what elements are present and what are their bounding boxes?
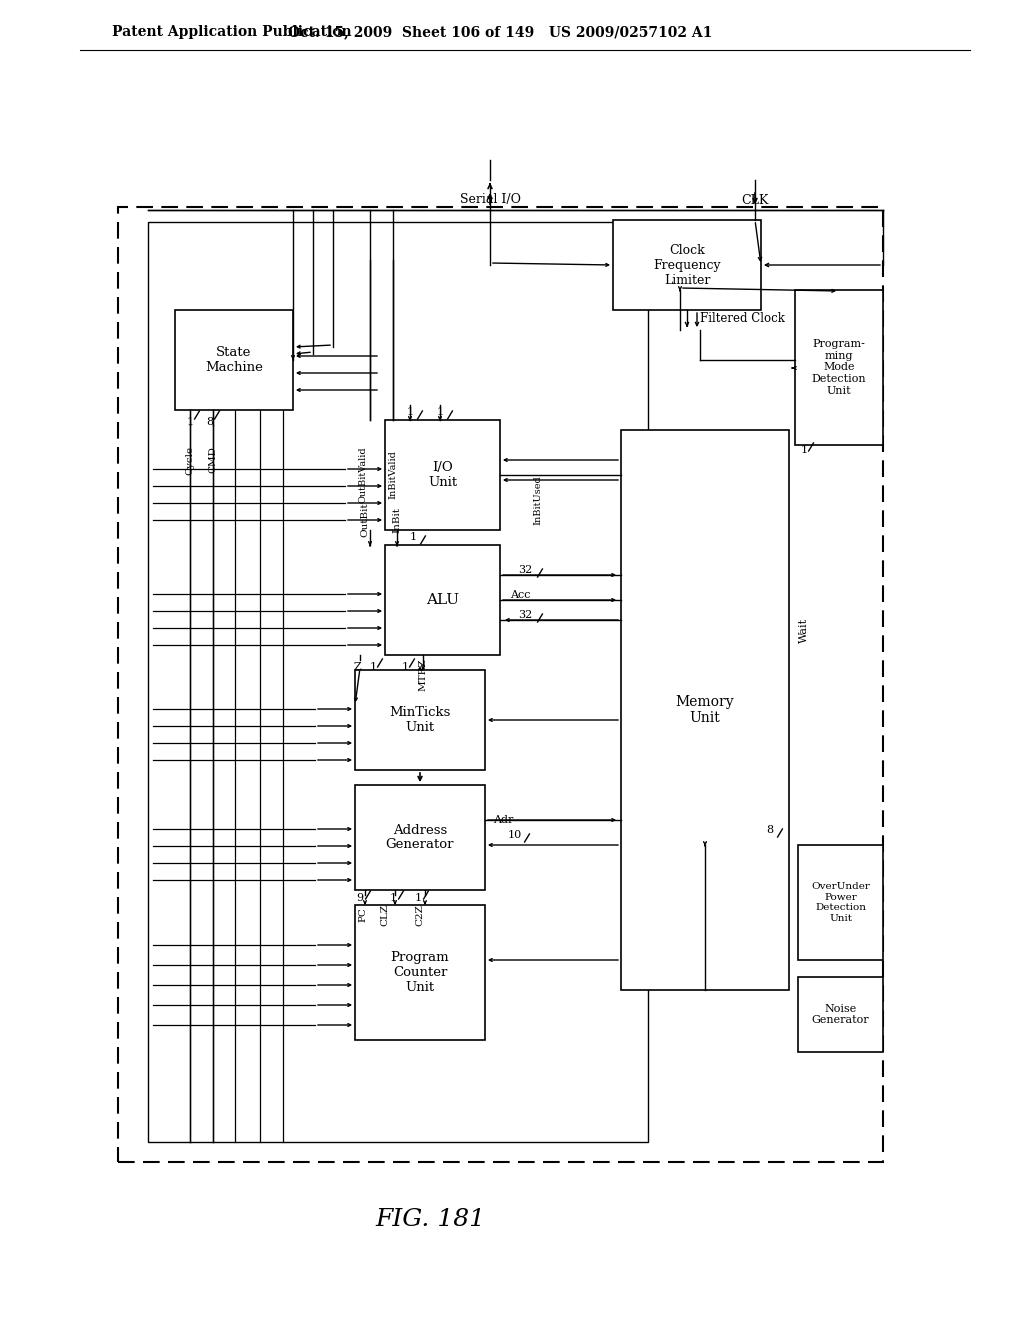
Text: C2Z: C2Z bbox=[416, 904, 425, 925]
Text: PC: PC bbox=[358, 908, 368, 923]
Text: 1: 1 bbox=[407, 407, 414, 417]
Text: Cycle: Cycle bbox=[185, 445, 195, 475]
Bar bbox=[118, 207, 883, 1162]
Text: Filtered Clock: Filtered Clock bbox=[700, 312, 784, 325]
Text: Acc: Acc bbox=[510, 590, 530, 601]
Text: Address
Generator: Address Generator bbox=[386, 824, 455, 851]
Text: 1: 1 bbox=[436, 407, 443, 417]
Text: OverUnder
Power
Detection
Unit: OverUnder Power Detection Unit bbox=[811, 882, 870, 923]
Text: Serial I/O: Serial I/O bbox=[460, 194, 520, 206]
Text: 1: 1 bbox=[801, 445, 808, 455]
Text: MTRZ: MTRZ bbox=[419, 659, 427, 692]
Text: Wait: Wait bbox=[799, 618, 809, 643]
Bar bbox=[355, 785, 485, 890]
Text: I/O
Unit: I/O Unit bbox=[428, 461, 457, 488]
Text: 32: 32 bbox=[518, 565, 532, 576]
Text: Clock
Frequency
Limiter: Clock Frequency Limiter bbox=[653, 243, 721, 286]
Bar bbox=[148, 222, 648, 1142]
Text: InBit: InBit bbox=[392, 507, 401, 533]
Text: Oct. 15, 2009  Sheet 106 of 149   US 2009/0257102 A1: Oct. 15, 2009 Sheet 106 of 149 US 2009/0… bbox=[288, 25, 712, 40]
Text: OutBit: OutBit bbox=[360, 503, 370, 537]
Text: Memory
Unit: Memory Unit bbox=[676, 694, 734, 725]
Text: ALU: ALU bbox=[426, 593, 459, 607]
Text: 1: 1 bbox=[186, 417, 194, 426]
Text: CLK: CLK bbox=[741, 194, 769, 206]
Bar bbox=[798, 977, 883, 1052]
Bar bbox=[621, 430, 790, 990]
Bar bbox=[798, 845, 883, 960]
Text: InBitValid: InBitValid bbox=[388, 450, 397, 499]
Text: Z: Z bbox=[353, 663, 360, 672]
Text: Program-
ming
Mode
Detection
Unit: Program- ming Mode Detection Unit bbox=[812, 339, 866, 396]
Text: 1: 1 bbox=[401, 663, 409, 672]
Text: 32: 32 bbox=[518, 610, 532, 620]
Text: 1: 1 bbox=[370, 663, 377, 672]
Text: 1: 1 bbox=[410, 532, 417, 543]
Text: Adr: Adr bbox=[493, 814, 513, 825]
Text: FIG. 181: FIG. 181 bbox=[375, 1209, 485, 1232]
Text: CMD: CMD bbox=[209, 446, 217, 474]
Text: 1: 1 bbox=[415, 894, 422, 903]
Bar bbox=[385, 420, 500, 531]
Text: Program
Counter
Unit: Program Counter Unit bbox=[391, 950, 450, 994]
Text: OutBitValid: OutBitValid bbox=[358, 446, 368, 503]
Bar bbox=[385, 545, 500, 655]
Bar bbox=[175, 310, 293, 411]
Text: 9: 9 bbox=[356, 894, 364, 903]
Text: CLZ: CLZ bbox=[381, 904, 389, 927]
Text: InBitUsed: InBitUsed bbox=[534, 475, 543, 525]
Bar bbox=[795, 290, 883, 445]
Text: 10: 10 bbox=[508, 830, 522, 840]
Bar bbox=[355, 906, 485, 1040]
Bar bbox=[613, 220, 761, 310]
Text: MinTicks
Unit: MinTicks Unit bbox=[389, 706, 451, 734]
Text: 1: 1 bbox=[389, 894, 396, 903]
Text: Patent Application Publication: Patent Application Publication bbox=[112, 25, 351, 40]
Text: State
Machine: State Machine bbox=[205, 346, 263, 374]
Bar bbox=[355, 671, 485, 770]
Text: Noise
Generator: Noise Generator bbox=[812, 1003, 869, 1026]
Text: 8: 8 bbox=[766, 825, 773, 836]
Text: 8: 8 bbox=[207, 417, 214, 426]
